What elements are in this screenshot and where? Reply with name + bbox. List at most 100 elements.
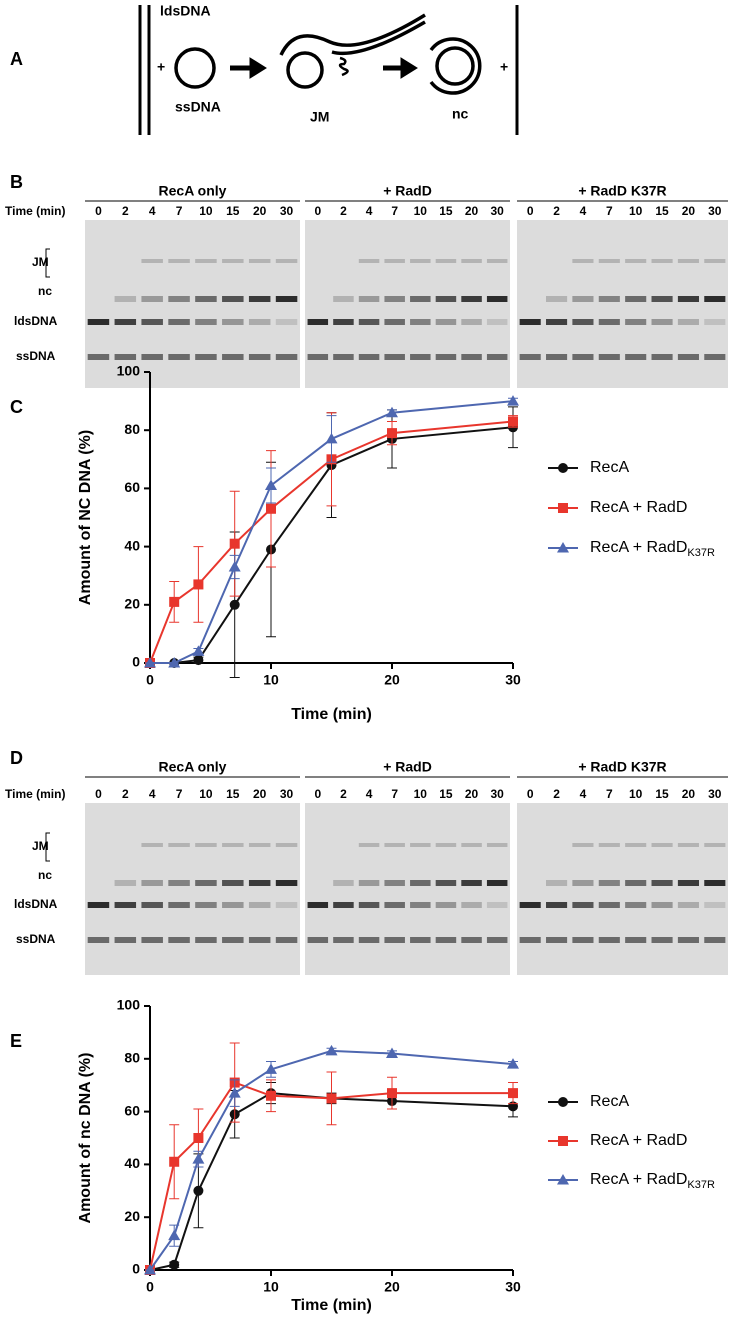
band <box>384 880 405 886</box>
band <box>461 354 482 360</box>
band <box>410 902 431 908</box>
y-tick-label: 20 <box>124 1208 140 1224</box>
time-tick: 7 <box>606 204 613 218</box>
time-tick: 20 <box>465 787 479 801</box>
band <box>461 880 482 886</box>
band <box>222 354 244 360</box>
band <box>704 843 726 847</box>
label: JM <box>310 109 329 125</box>
band <box>222 259 244 263</box>
x-tick-label: 0 <box>146 1279 154 1295</box>
band <box>384 296 405 302</box>
y-tick-label: 100 <box>117 997 141 1013</box>
bracket <box>45 248 50 278</box>
time-tick: 2 <box>340 204 347 218</box>
plus: + <box>500 59 508 75</box>
band <box>677 296 699 302</box>
row-label: JM <box>32 839 49 853</box>
band <box>168 880 190 886</box>
plus: + <box>157 59 165 75</box>
band <box>195 880 217 886</box>
label: ssDNA <box>175 99 221 115</box>
row-label: nc <box>38 868 52 882</box>
band <box>677 843 699 847</box>
legend-subscript: K37R <box>687 547 715 559</box>
time-tick: 15 <box>439 787 453 801</box>
band <box>435 259 457 263</box>
band <box>222 937 244 943</box>
band <box>572 319 594 325</box>
band <box>486 259 508 263</box>
band <box>307 319 329 325</box>
band <box>461 296 482 302</box>
band <box>384 937 405 943</box>
band <box>461 902 482 908</box>
marker <box>193 1185 204 1196</box>
band <box>598 937 620 943</box>
panel-label: D <box>10 748 23 768</box>
group-label: + RadD <box>383 759 432 775</box>
band <box>435 319 457 325</box>
legend-subscript: K37R <box>687 1179 715 1191</box>
marker <box>144 1264 156 1275</box>
band <box>486 296 508 302</box>
x-tick-label: 30 <box>505 1279 521 1295</box>
band <box>141 259 163 263</box>
band <box>677 880 699 886</box>
time-tick: 10 <box>414 204 428 218</box>
band <box>486 902 508 908</box>
time-tick: 0 <box>527 787 534 801</box>
band <box>358 296 380 302</box>
band <box>461 937 482 943</box>
marker <box>168 1229 181 1241</box>
band <box>625 937 647 943</box>
group-label: RecA only <box>159 759 227 775</box>
band <box>384 259 405 263</box>
y-tick-label: 40 <box>124 1155 140 1171</box>
band <box>704 296 726 302</box>
marker <box>229 538 240 549</box>
marker <box>144 657 156 668</box>
gel <box>305 220 510 388</box>
marker <box>266 1090 276 1101</box>
legend-marker <box>558 1097 568 1107</box>
time-tick: 15 <box>226 204 240 218</box>
marker <box>266 503 276 514</box>
marker <box>387 1088 397 1099</box>
marker <box>508 416 518 427</box>
band <box>572 902 594 908</box>
band <box>195 354 217 360</box>
band <box>435 843 457 847</box>
band <box>651 843 673 847</box>
panel-label: E <box>10 1031 22 1051</box>
band <box>141 296 163 302</box>
band <box>435 902 457 908</box>
marker <box>228 560 241 572</box>
band <box>435 880 457 886</box>
y-tick-label: 60 <box>124 1102 140 1118</box>
legend-marker <box>558 503 568 513</box>
band <box>275 319 298 325</box>
band <box>625 843 647 847</box>
marker <box>169 1156 180 1167</box>
band <box>248 937 271 943</box>
gel <box>305 803 510 975</box>
row-label: ldsDNA <box>14 314 58 328</box>
y-tick-label: 60 <box>124 479 140 495</box>
band <box>572 880 594 886</box>
legend-label: RecA + RadD <box>590 1132 687 1149</box>
time-tick: 2 <box>553 787 560 801</box>
band <box>651 880 673 886</box>
band <box>333 880 354 886</box>
band <box>461 259 482 263</box>
band <box>410 319 431 325</box>
band <box>195 319 217 325</box>
band <box>598 880 620 886</box>
time-tick: 4 <box>580 787 587 801</box>
legend-label: RecA + RadDK37R <box>590 539 715 559</box>
band <box>248 902 271 908</box>
band <box>677 902 699 908</box>
y-tick-label: 20 <box>124 596 140 612</box>
band <box>486 319 508 325</box>
